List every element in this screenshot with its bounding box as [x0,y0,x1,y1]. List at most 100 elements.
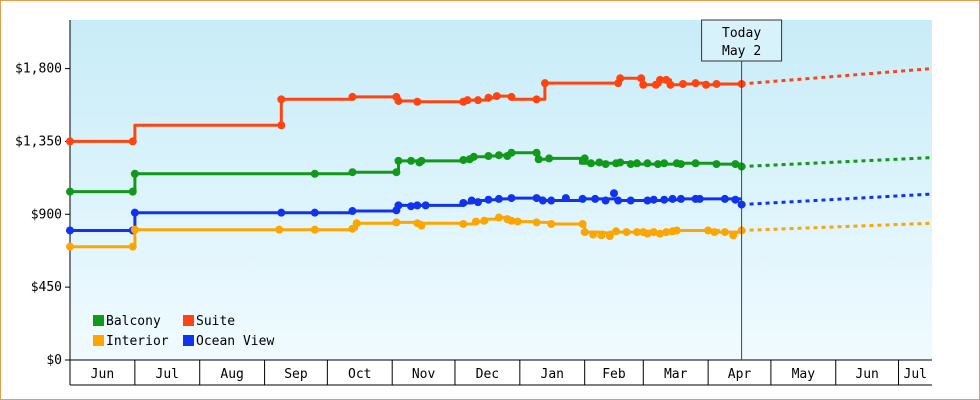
data-point [532,148,541,157]
y-tick-label: $1,350 [15,134,62,149]
legend-swatch [183,315,194,326]
data-point [128,242,137,251]
data-point [656,229,665,238]
data-point [275,225,284,234]
data-point [532,194,541,203]
data-point [277,95,286,104]
data-point [507,216,516,225]
data-point [484,152,493,160]
data-point [632,159,641,168]
data-point [277,208,286,217]
plot-area [70,20,932,360]
data-point [130,208,139,217]
data-point [66,137,74,146]
data-point [417,156,426,165]
data-point [616,74,625,83]
data-point [676,194,685,203]
data-point [130,225,139,234]
data-point [691,79,700,88]
data-point [494,194,503,203]
data-point [710,228,719,237]
legend-label: Interior [106,334,169,349]
data-point [547,196,556,205]
data-point [649,195,658,204]
today-box [701,19,783,62]
data-point [704,226,713,235]
data-point [643,229,652,238]
series-ocean-view [66,189,933,235]
legend-swatch [93,315,104,326]
data-point [643,159,652,168]
data-point [720,228,729,237]
data-point [639,80,648,89]
data-point [580,228,589,237]
today-marker: Today May 2 [701,19,783,360]
data-point [612,227,621,236]
data-point [702,80,711,89]
data-point [731,160,740,169]
data-point [310,208,319,217]
data-point [348,224,357,233]
data-point [591,194,600,203]
data-point [538,196,547,205]
x-tick-label: Sep [284,367,308,382]
data-point [731,195,740,204]
data-point [578,220,587,228]
data-point [601,196,610,205]
legend-label: Balcony [106,314,161,329]
data-point [128,187,137,196]
data-point [310,169,319,178]
today-date: May 2 [722,44,761,59]
data-point [547,220,556,228]
data-point [394,96,403,105]
data-point [712,79,721,88]
data-point [348,168,357,177]
data-point [492,92,501,101]
y-tick-label: $0 [46,353,62,368]
data-point [679,79,688,88]
data-point [649,228,658,237]
data-point [66,187,74,196]
data-point [656,75,665,84]
data-point [413,201,422,210]
x-tick-label: May [792,367,816,382]
data-point [534,155,543,164]
data-point [586,159,595,168]
data-point [463,96,472,105]
series-suite [66,67,933,146]
data-point [277,121,286,130]
data-point [507,148,516,157]
y-tick-label: $900 [31,207,62,222]
data-point [407,156,416,165]
data-point [484,195,493,204]
data-point [561,194,570,203]
series-balcony [66,148,933,196]
x-tick-label: Oct [348,367,371,382]
data-point [622,228,631,237]
data-point [720,194,729,203]
x-tick-label: Jul [904,367,927,382]
data-point [128,137,137,146]
data-point [480,216,489,225]
data-point [66,242,74,251]
data-point [348,207,357,216]
data-point [595,158,604,167]
data-point [494,213,503,222]
data-point [668,194,677,203]
data-point [473,96,482,105]
x-tick-label: Apr [728,367,752,382]
legend-swatch [93,335,104,346]
data-point [676,160,685,169]
data-point [662,228,671,237]
x-tick-label: Jan [541,367,564,382]
data-point [626,196,635,205]
data-point [614,196,623,205]
legend: Balcony Suite Interior Ocean View [93,314,274,349]
data-point [626,160,635,169]
data-point [394,201,403,210]
data-point [601,160,610,169]
x-tick-label: Jul [156,367,179,382]
data-point [632,228,641,237]
data-point [507,92,516,101]
